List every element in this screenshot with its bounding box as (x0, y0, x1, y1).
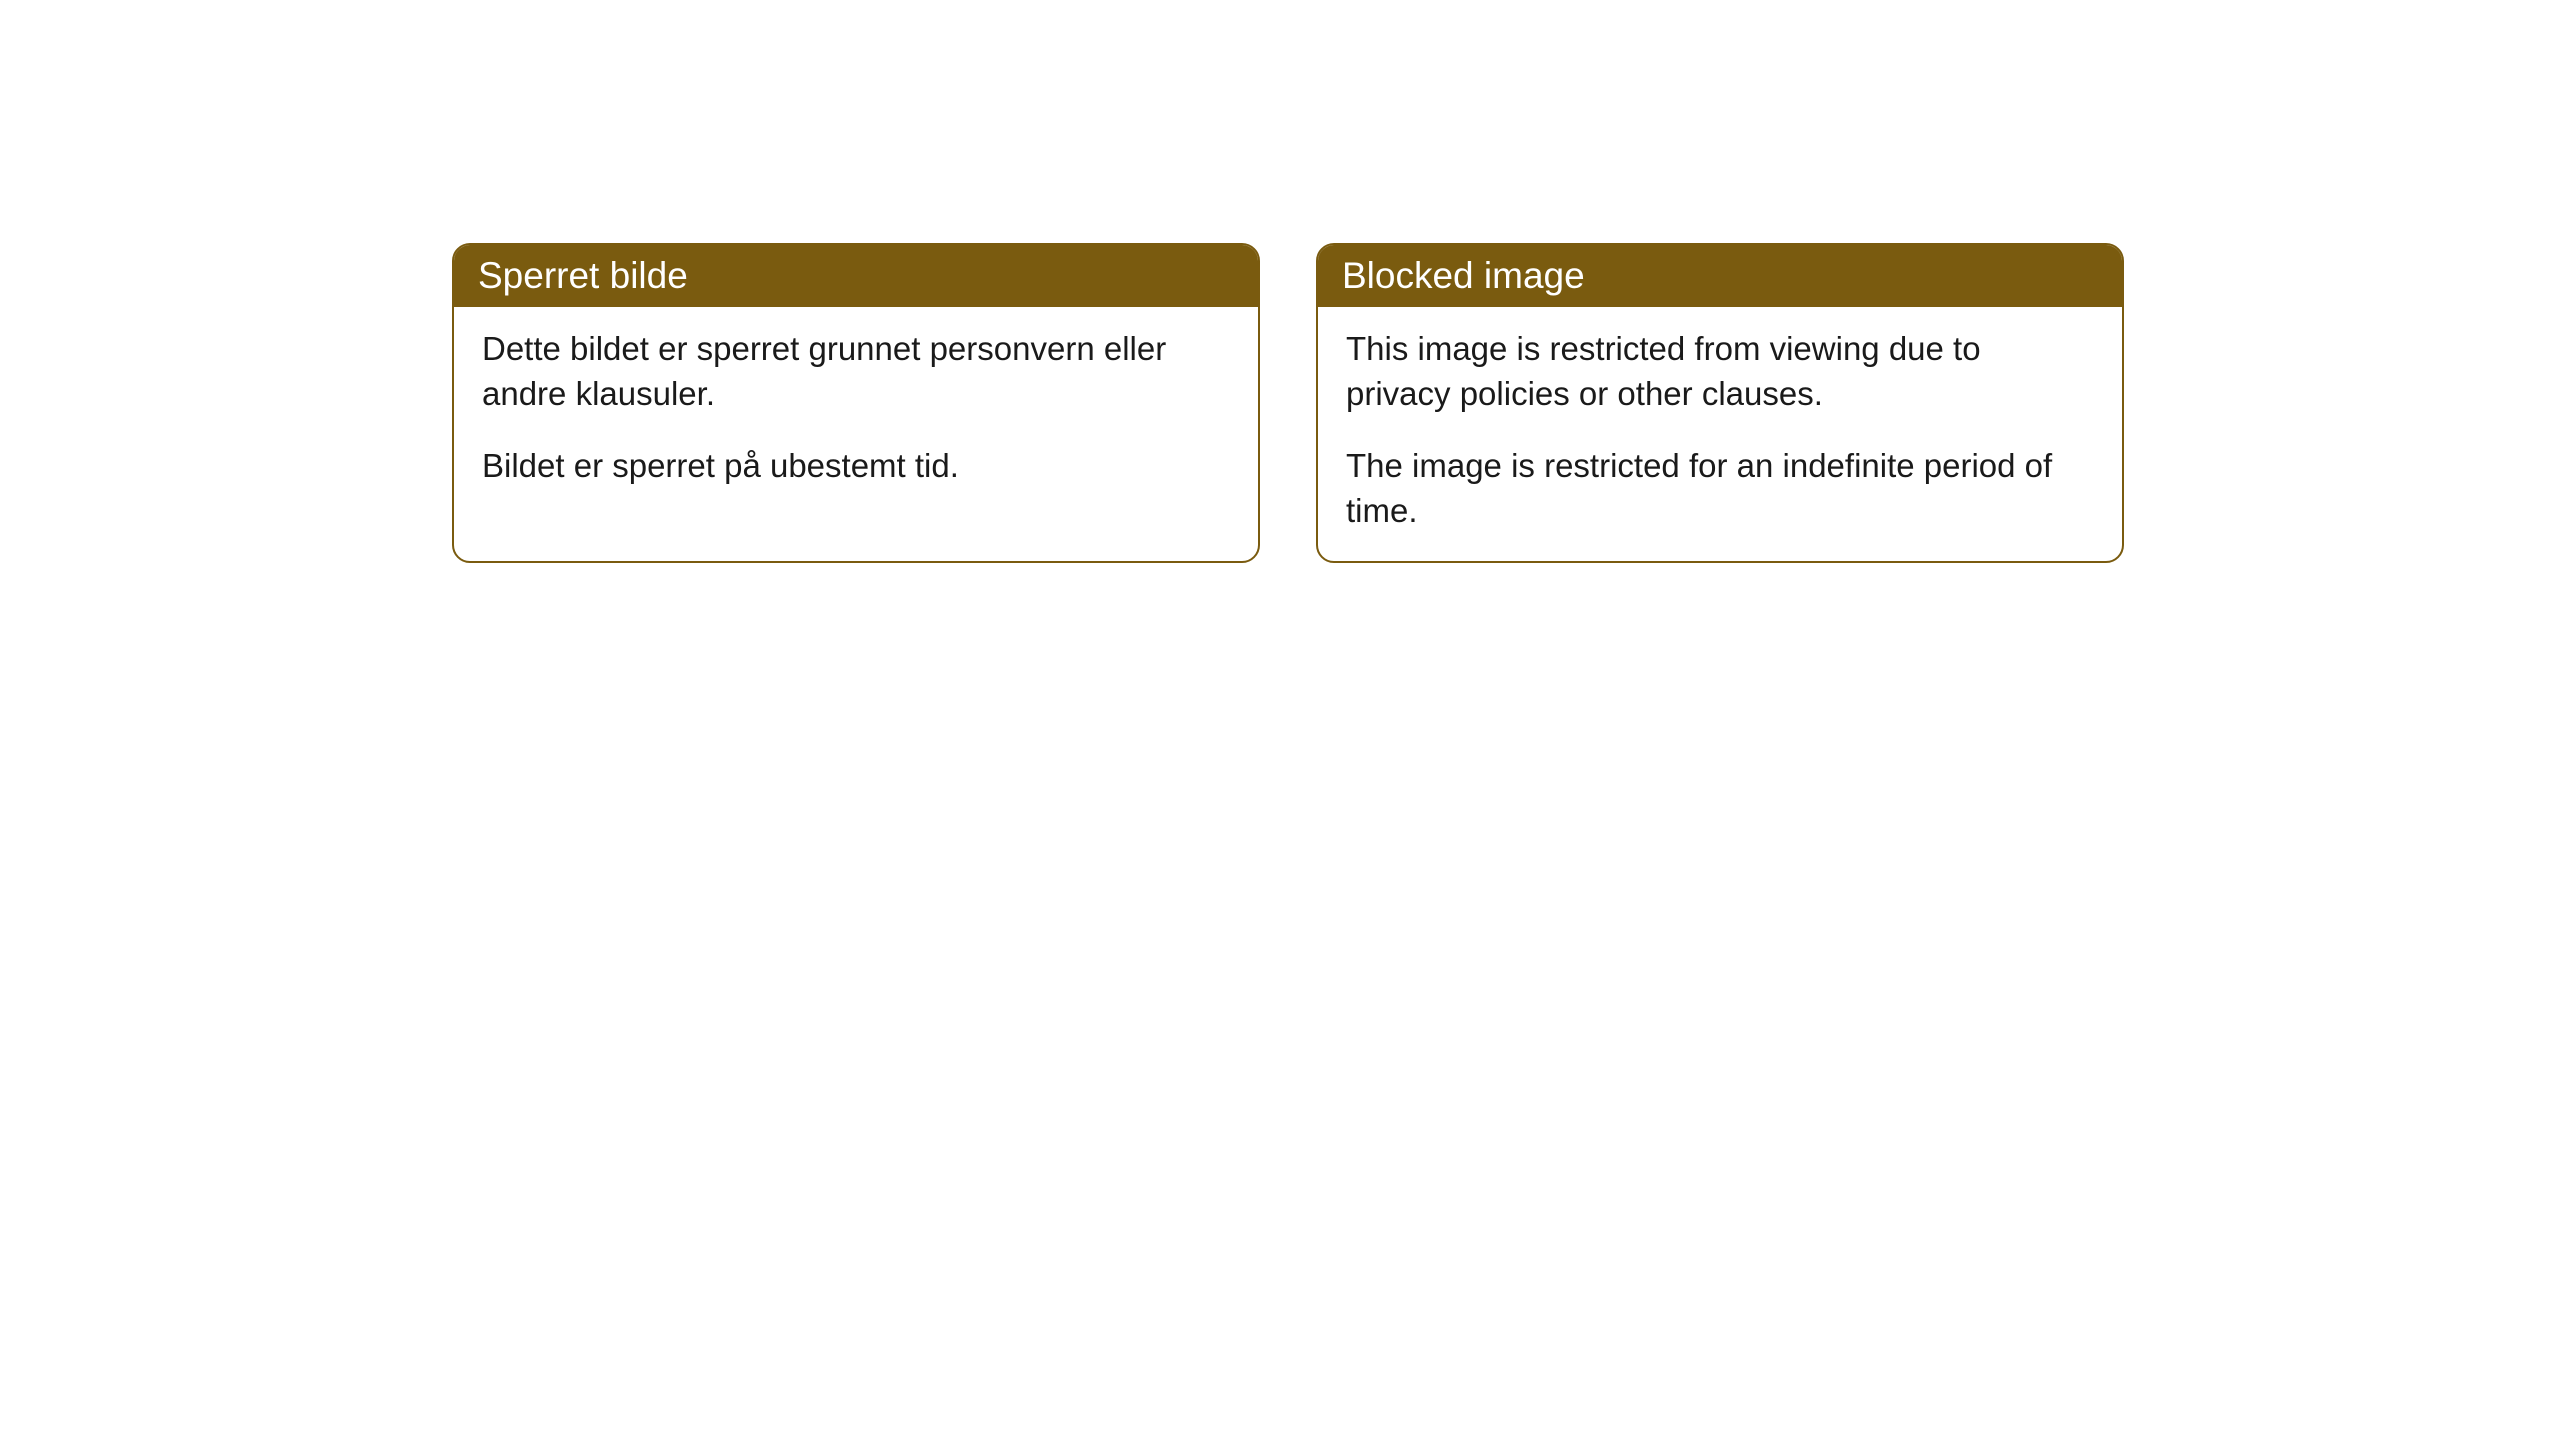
blocked-image-card-norwegian: Sperret bilde Dette bildet er sperret gr… (452, 243, 1260, 563)
card-header-norwegian: Sperret bilde (454, 245, 1258, 307)
card-body-norwegian: Dette bildet er sperret grunnet personve… (454, 307, 1258, 517)
notice-text-english-1: This image is restricted from viewing du… (1346, 327, 2094, 416)
notice-cards-container: Sperret bilde Dette bildet er sperret gr… (452, 243, 2124, 563)
blocked-image-card-english: Blocked image This image is restricted f… (1316, 243, 2124, 563)
notice-text-norwegian-1: Dette bildet er sperret grunnet personve… (482, 327, 1230, 416)
notice-text-norwegian-2: Bildet er sperret på ubestemt tid. (482, 444, 1230, 489)
card-body-english: This image is restricted from viewing du… (1318, 307, 2122, 561)
notice-text-english-2: The image is restricted for an indefinit… (1346, 444, 2094, 533)
card-header-english: Blocked image (1318, 245, 2122, 307)
